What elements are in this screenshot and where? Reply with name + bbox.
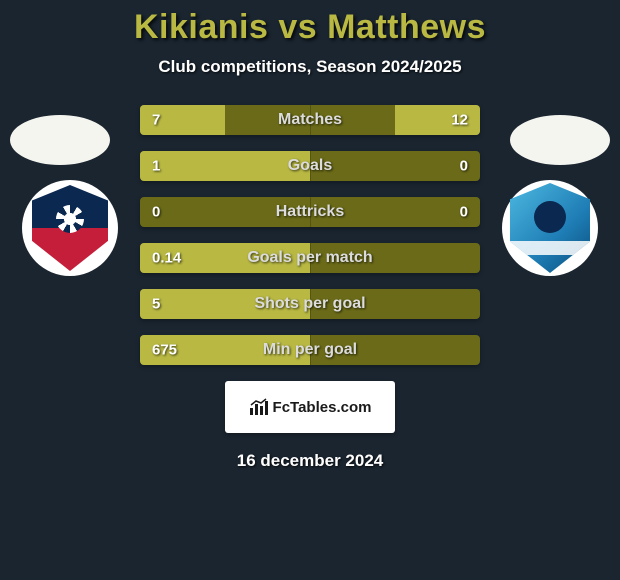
stat-value-left: 7 [152, 112, 160, 129]
stat-fill-left [140, 151, 310, 181]
attribution-text: FcTables.com [273, 399, 372, 416]
club-logo-right [502, 180, 598, 276]
player-photo-left [10, 115, 110, 165]
stat-divider [310, 151, 311, 181]
stat-value-left: 5 [152, 296, 160, 313]
adelaide-united-badge [32, 185, 108, 271]
stat-row: 5Shots per goal [140, 289, 480, 319]
comparison-subtitle: Club competitions, Season 2024/2025 [0, 57, 620, 77]
chart-icon [249, 398, 269, 416]
stat-value-left: 0.14 [152, 250, 181, 267]
sydney-fc-badge [510, 183, 590, 273]
stat-divider [310, 197, 311, 227]
club-logo-left [22, 180, 118, 276]
stat-value-left: 0 [152, 204, 160, 221]
infographic-container: Kikianis vs Matthews Club competitions, … [0, 0, 620, 580]
stat-row: 10Goals [140, 151, 480, 181]
stat-fill-left [140, 289, 310, 319]
stat-row: 712Matches [140, 105, 480, 135]
stat-divider [310, 335, 311, 365]
stat-value-left: 675 [152, 342, 177, 359]
stat-value-right: 0 [460, 204, 468, 221]
attribution-badge: FcTables.com [225, 381, 395, 433]
stat-value-right: 12 [451, 112, 468, 129]
stat-divider [310, 243, 311, 273]
date-text: 16 december 2024 [0, 451, 620, 471]
stat-row: 0.14Goals per match [140, 243, 480, 273]
stat-divider [310, 289, 311, 319]
stat-value-right: 0 [460, 158, 468, 175]
stat-value-left: 1 [152, 158, 160, 175]
stat-divider [310, 105, 311, 135]
stats-area: 712Matches10Goals00Hattricks0.14Goals pe… [140, 105, 480, 365]
stat-row: 675Min per goal [140, 335, 480, 365]
comparison-title: Kikianis vs Matthews [0, 8, 620, 47]
stat-row: 00Hattricks [140, 197, 480, 227]
player-photo-right [510, 115, 610, 165]
